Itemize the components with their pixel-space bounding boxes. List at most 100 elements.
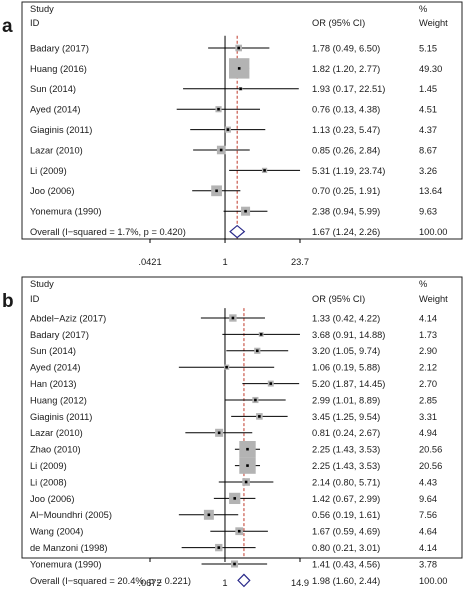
study-weight: 4.14: [419, 313, 437, 323]
point-estimate: [244, 480, 248, 484]
study-effect: 0.70 (0.25, 1.91): [312, 186, 380, 196]
overall-label: Overall (I−squared = 20.4%, p = 0.221): [30, 576, 191, 586]
study-effect: 1.06 (0.19, 5.88): [312, 363, 380, 373]
study-weight: 9.63: [419, 207, 437, 217]
study-name: Giaginis (2011): [30, 412, 92, 422]
overall-weight: 100.00: [419, 576, 447, 586]
study-effect: 0.85 (0.26, 2.84): [312, 145, 380, 155]
study-weight: 2.90: [419, 346, 437, 356]
study-name: Badary (2017): [30, 43, 89, 53]
study-name: Joo (2006): [30, 186, 74, 196]
point-estimate: [233, 497, 237, 500]
study-effect: 1.93 (0.17, 22.51): [312, 84, 385, 94]
study-name: Zhao (2010): [30, 445, 81, 455]
point-estimate: [233, 562, 236, 566]
study-name: Lazar (2010): [30, 428, 83, 438]
point-estimate: [217, 431, 221, 435]
point-estimate: [246, 447, 249, 451]
study-effect: 2.38 (0.94, 5.99): [312, 207, 380, 217]
pooled-diamond: [237, 573, 251, 588]
point-estimate: [217, 546, 221, 549]
point-estimate: [231, 316, 235, 320]
point-estimate: [239, 87, 242, 91]
study-weight: 2.70: [419, 379, 437, 389]
study-effect: 3.45 (1.25, 9.54): [312, 412, 380, 422]
study-weight: 1.73: [419, 330, 437, 340]
study-effect: 0.76 (0.13, 4.38): [312, 105, 380, 115]
study-effect: 3.68 (0.91, 14.88): [312, 330, 385, 340]
overall-effect: 1.98 (1.60, 2.44): [312, 576, 380, 586]
study-name: Ayed (2014): [30, 105, 80, 115]
study-weight: 9.64: [419, 494, 437, 504]
point-estimate: [254, 398, 257, 402]
point-estimate: [244, 209, 247, 213]
point-estimate: [237, 46, 240, 50]
overall-effect: 1.67 (1.24, 2.26): [312, 227, 380, 237]
x-axis-tick-label: .0672: [138, 578, 161, 588]
header-id: ID: [30, 18, 40, 28]
study-weight: 2.85: [419, 395, 437, 405]
header-id: ID: [30, 294, 40, 304]
study-weight: 7.56: [419, 510, 437, 520]
study-weight: 13.64: [419, 186, 442, 196]
point-estimate: [225, 365, 228, 369]
header-percent: %: [419, 279, 427, 289]
study-effect: 3.20 (1.05, 9.74): [312, 346, 380, 356]
overall-weight: 100.00: [419, 227, 447, 237]
study-name: Abdel−Aziz (2017): [30, 313, 106, 323]
study-weight: 4.37: [419, 125, 437, 135]
pooled-diamond: [229, 224, 246, 239]
study-effect: 1.82 (1.20, 2.77): [312, 64, 380, 74]
study-name: Sun (2014): [30, 84, 76, 94]
study-weight: 2.12: [419, 363, 437, 373]
point-estimate: [215, 189, 218, 193]
study-weight: 4.51: [419, 105, 437, 115]
study-effect: 0.80 (0.21, 3.01): [312, 543, 380, 553]
panel-label: b: [2, 291, 14, 312]
study-effect: 5.31 (1.19, 23.74): [312, 166, 385, 176]
study-effect: 1.42 (0.67, 2.99): [312, 494, 380, 504]
point-estimate: [259, 333, 263, 336]
plot-frame: [21, 1, 463, 240]
x-axis-tick-label: 1: [222, 578, 227, 588]
point-estimate: [237, 67, 241, 70]
point-estimate: [217, 107, 220, 111]
study-name: Yonemura (1990): [30, 559, 102, 569]
study-name: Huang (2012): [30, 395, 87, 405]
point-estimate: [219, 148, 223, 152]
study-name: Wang (2004): [30, 527, 83, 537]
point-estimate: [255, 349, 259, 353]
study-name: Li (2009): [30, 166, 67, 176]
point-estimate: [237, 529, 241, 533]
study-weight: 4.43: [419, 477, 437, 487]
study-effect: 0.81 (0.24, 2.67): [312, 428, 380, 438]
study-weight: 20.56: [419, 445, 442, 455]
point-estimate: [269, 382, 273, 385]
study-effect: 1.41 (0.43, 4.56): [312, 559, 380, 569]
study-weight: 8.67: [419, 145, 437, 155]
study-effect: 0.56 (0.19, 1.61): [312, 510, 380, 520]
study-effect: 2.25 (1.43, 3.53): [312, 445, 380, 455]
study-weight: 3.26: [419, 166, 437, 176]
study-effect: 2.14 (0.80, 5.71): [312, 477, 380, 487]
header-study: Study: [30, 4, 54, 14]
x-axis-tick-label: .0421: [138, 257, 161, 267]
panel-label: a: [2, 16, 13, 37]
study-weight: 49.30: [419, 64, 442, 74]
study-name: de Manzoni (1998): [30, 543, 108, 553]
study-weight: 3.78: [419, 559, 437, 569]
study-effect: 1.13 (0.23, 5.47): [312, 125, 380, 135]
header-effect: OR (95% CI): [312, 294, 365, 304]
study-weight: 1.45: [419, 84, 437, 94]
study-name: Li (2009): [30, 461, 67, 471]
header-effect: OR (95% CI): [312, 18, 365, 28]
study-name: Ayed (2014): [30, 363, 80, 373]
point-estimate: [263, 169, 266, 172]
overall-label: Overall (I−squared = 1.7%, p = 0.420): [30, 227, 186, 237]
header-weight: Weight: [419, 294, 448, 304]
study-weight: 3.31: [419, 412, 437, 422]
study-name: Lazar (2010): [30, 145, 83, 155]
header-weight: Weight: [419, 18, 448, 28]
study-effect: 2.25 (1.43, 3.53): [312, 461, 380, 471]
